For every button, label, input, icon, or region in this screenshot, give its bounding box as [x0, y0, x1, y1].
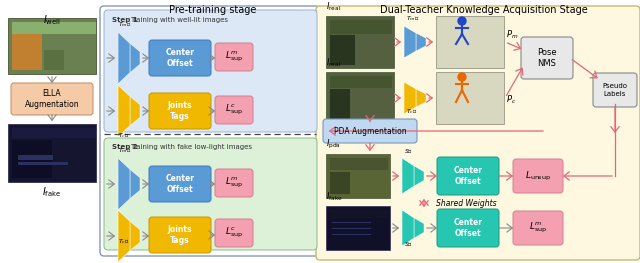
Bar [436, 72, 504, 124]
Bar [330, 89, 350, 121]
Text: Center
Offset: Center Offset [166, 48, 195, 68]
Text: Pre-training stage: Pre-training stage [170, 5, 257, 15]
Text: $S$🔒: $S$🔒 [404, 241, 413, 248]
FancyBboxPatch shape [100, 6, 320, 256]
Circle shape [458, 17, 466, 25]
Text: $I_\mathsf{real}$: $I_\mathsf{real}$ [326, 1, 341, 13]
Text: $T_c$🔒: $T_c$🔒 [118, 237, 130, 246]
FancyBboxPatch shape [513, 159, 563, 193]
Bar [12, 22, 96, 34]
Bar [436, 16, 504, 68]
Bar [330, 172, 350, 194]
Text: Shared Weights: Shared Weights [436, 199, 496, 208]
Polygon shape [130, 221, 140, 251]
Polygon shape [118, 85, 130, 137]
Polygon shape [416, 89, 426, 107]
Polygon shape [404, 82, 416, 114]
Text: Center
Offset: Center Offset [454, 218, 483, 238]
Text: Training with fake low-light images: Training with fake low-light images [130, 144, 252, 150]
Bar [326, 206, 390, 250]
Text: PDA Augmentation: PDA Augmentation [333, 127, 406, 135]
FancyBboxPatch shape [437, 209, 499, 247]
FancyBboxPatch shape [323, 119, 417, 143]
FancyBboxPatch shape [437, 157, 499, 195]
Bar [44, 50, 64, 70]
Bar [330, 210, 388, 218]
Bar [330, 158, 388, 170]
Text: $P_m$: $P_m$ [506, 29, 518, 41]
Text: $T_c$🔒: $T_c$🔒 [406, 107, 418, 116]
Text: $L^m_\mathrm{sup}$: $L^m_\mathrm{sup}$ [529, 221, 547, 235]
Text: $I_\mathsf{fake}$: $I_\mathsf{fake}$ [42, 185, 61, 199]
FancyBboxPatch shape [215, 96, 253, 124]
Text: $T_c$🔒: $T_c$🔒 [118, 131, 130, 140]
Bar [326, 154, 390, 198]
FancyBboxPatch shape [215, 219, 253, 247]
Text: Center
Offset: Center Offset [166, 174, 195, 194]
Bar [326, 16, 394, 68]
Text: $P_c$: $P_c$ [506, 94, 516, 106]
Polygon shape [414, 166, 424, 186]
FancyBboxPatch shape [149, 40, 211, 76]
Text: Step 2: Step 2 [112, 144, 138, 150]
Text: $I_\mathsf{pda}$: $I_\mathsf{pda}$ [326, 138, 341, 151]
FancyBboxPatch shape [521, 37, 573, 79]
Polygon shape [118, 210, 130, 262]
Polygon shape [414, 218, 424, 238]
Bar [330, 76, 392, 88]
Bar [12, 34, 42, 70]
Text: $I_\mathsf{well}$: $I_\mathsf{well}$ [43, 13, 61, 27]
Text: Dual-Teacher Knowledge Acquisition Stage: Dual-Teacher Knowledge Acquisition Stage [380, 5, 588, 15]
Text: Step 1: Step 1 [112, 17, 138, 23]
Polygon shape [130, 97, 140, 125]
Text: $L^m_\mathrm{sup}$: $L^m_\mathrm{sup}$ [225, 176, 243, 190]
Bar [8, 124, 96, 182]
Text: Pseudo
Labels: Pseudo Labels [602, 83, 627, 97]
Bar [330, 20, 392, 34]
FancyBboxPatch shape [104, 138, 317, 250]
Polygon shape [402, 158, 414, 194]
Bar [330, 35, 355, 65]
Polygon shape [130, 43, 140, 73]
Text: $L^m_\mathrm{sup}$: $L^m_\mathrm{sup}$ [225, 50, 243, 64]
FancyBboxPatch shape [215, 43, 253, 71]
Text: Joints
Tags: Joints Tags [168, 225, 192, 245]
FancyBboxPatch shape [104, 10, 317, 132]
Bar [18, 162, 68, 165]
Text: Joints
Tags: Joints Tags [168, 101, 192, 121]
Bar [18, 155, 53, 160]
FancyBboxPatch shape [149, 166, 211, 202]
Bar [12, 140, 52, 178]
Circle shape [458, 73, 466, 81]
FancyBboxPatch shape [149, 217, 211, 253]
Bar [326, 72, 394, 124]
Polygon shape [416, 33, 426, 51]
Text: Pose
NMS: Pose NMS [537, 48, 557, 68]
FancyBboxPatch shape [215, 169, 253, 197]
Polygon shape [402, 210, 414, 246]
FancyBboxPatch shape [593, 73, 637, 107]
Polygon shape [118, 32, 130, 84]
Text: $T_m$🔒: $T_m$🔒 [118, 146, 131, 155]
Text: $I_\mathsf{real}$: $I_\mathsf{real}$ [326, 57, 341, 69]
FancyBboxPatch shape [11, 83, 93, 115]
Text: ELLA
Augmentation: ELLA Augmentation [25, 89, 79, 109]
FancyBboxPatch shape [149, 93, 211, 129]
Text: Center
Offset: Center Offset [454, 166, 483, 186]
Bar [12, 128, 96, 138]
Text: $I_\mathsf{fake}$: $I_\mathsf{fake}$ [326, 190, 343, 203]
Text: $T_m$🔒: $T_m$🔒 [118, 20, 131, 29]
Text: $T_m$🔒: $T_m$🔒 [406, 14, 419, 23]
FancyBboxPatch shape [513, 211, 563, 245]
Polygon shape [130, 169, 140, 199]
Text: Training with well-lit images: Training with well-lit images [130, 17, 228, 23]
Bar [8, 18, 96, 74]
Text: $S$🔒: $S$🔒 [404, 148, 413, 155]
Polygon shape [118, 158, 130, 210]
Text: $L^c_\mathrm{sup}$: $L^c_\mathrm{sup}$ [225, 103, 243, 117]
Text: $L_\mathrm{unsup}$: $L_\mathrm{unsup}$ [525, 169, 551, 183]
Text: $L^c_\mathrm{sup}$: $L^c_\mathrm{sup}$ [225, 226, 243, 240]
FancyBboxPatch shape [316, 6, 640, 260]
Polygon shape [404, 26, 416, 58]
